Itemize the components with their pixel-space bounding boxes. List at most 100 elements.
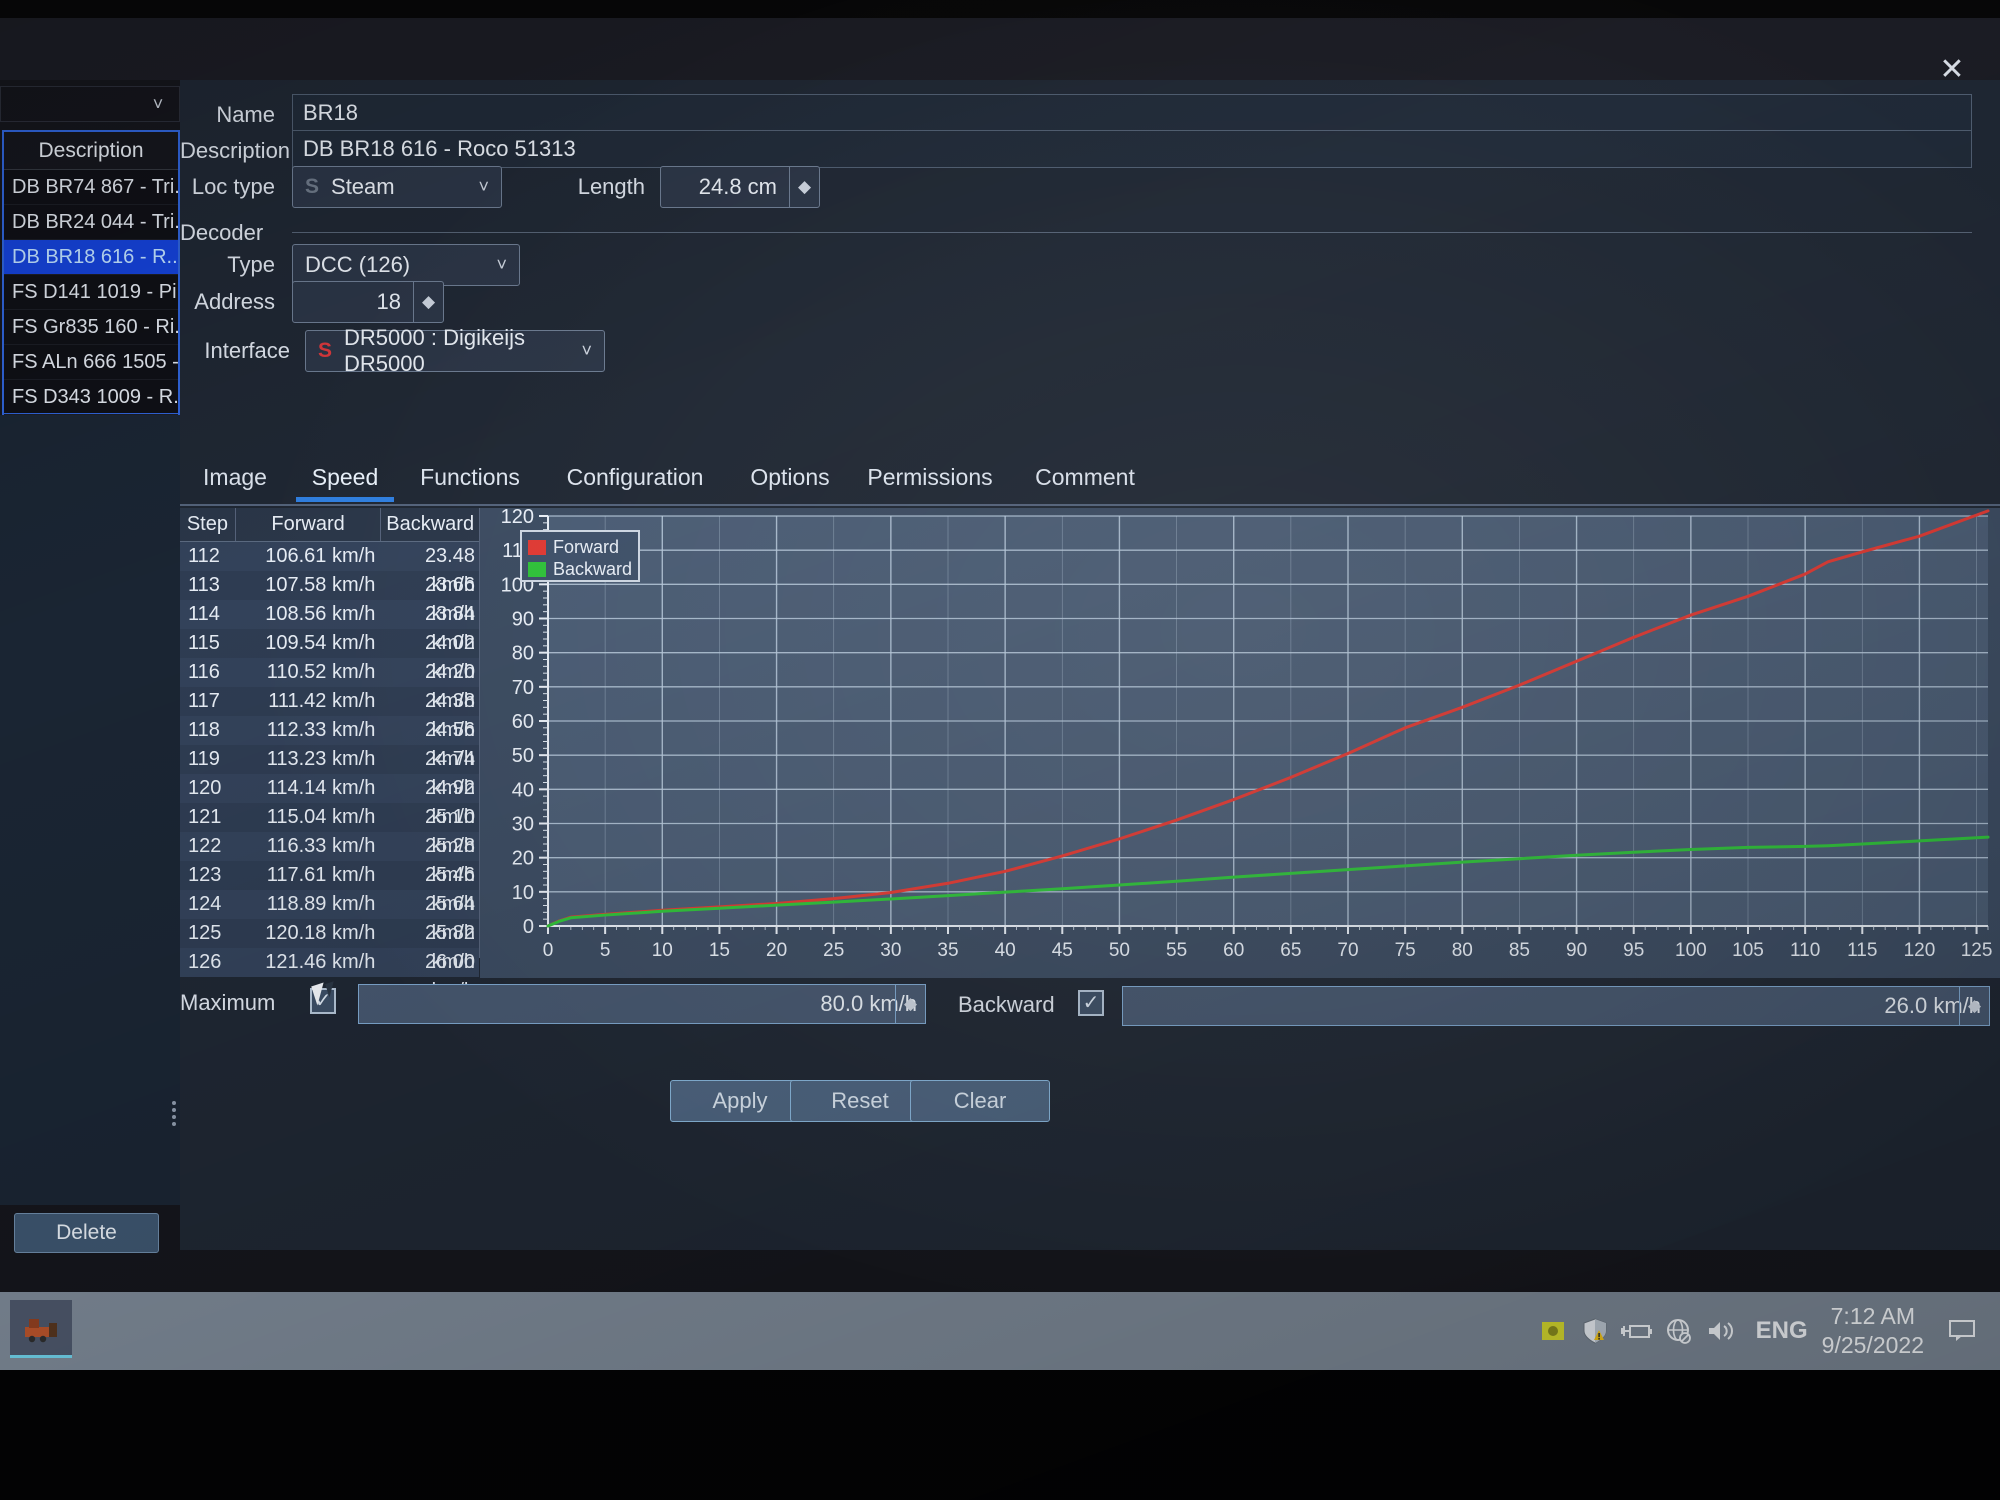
table-row[interactable]: 122 116.33 km/h 25.28 km/h <box>180 832 479 886</box>
table-cell: 106.61 km/h <box>265 545 376 567</box>
svg-text:50: 50 <box>512 745 534 767</box>
legend-label-forward: Forward <box>553 536 620 557</box>
chevron-down-icon[interactable]: ˅ <box>152 94 164 114</box>
decoder-type-select[interactable]: DCC (126) ˅ <box>292 244 520 286</box>
chevron-down-icon[interactable]: ˅ <box>496 254 507 275</box>
table-row[interactable]: 120 114.14 km/h 24.92 km/h <box>180 774 479 828</box>
loco-list-item[interactable]: DB BR74 867 - Tri... <box>4 170 178 205</box>
apply-button[interactable]: Apply <box>670 1080 810 1122</box>
table-row[interactable]: 126 121.46 km/h 26.00 km/h <box>180 948 479 1002</box>
shield-warning-icon[interactable] <box>1574 1292 1616 1370</box>
table-row[interactable]: 113 107.58 km/h 23.66 km/h <box>180 571 479 625</box>
name-input[interactable]: BR18 <box>292 94 1972 132</box>
tab-options[interactable]: Options <box>750 464 830 490</box>
tab-comment[interactable]: Comment <box>1035 464 1135 490</box>
loco-list-item[interactable]: FS D141 1019 - Pi... <box>4 275 178 310</box>
tab-configuration[interactable]: Configuration <box>566 464 704 490</box>
svg-text:90: 90 <box>1566 940 1587 961</box>
table-cell: 25.64 km/h <box>424 893 475 944</box>
table-cell: 115.04 km/h <box>266 806 376 828</box>
network-blocked-icon[interactable] <box>1658 1292 1700 1370</box>
table-cell: 25.82 km/h <box>424 922 475 973</box>
taskbar-app-locomotive[interactable] <box>10 1300 72 1358</box>
table-cell: 107.58 km/h <box>265 574 376 596</box>
language-indicator[interactable]: ENG <box>1755 1317 1808 1344</box>
speech-bubble-icon[interactable] <box>1942 1292 1982 1370</box>
column-header-forward[interactable]: Forward <box>236 508 382 541</box>
svg-text:120: 120 <box>501 508 534 528</box>
svg-text:115: 115 <box>1847 940 1877 961</box>
maximum-stepper[interactable]: ◆ <box>895 985 925 1023</box>
system-tray[interactable]: ENG 7:12 AM 9/25/2022 <box>1532 1292 1982 1370</box>
loc-type-select[interactable]: S Steam ˅ <box>292 166 502 208</box>
svg-text:80: 80 <box>512 643 534 665</box>
loco-list-panel[interactable]: Description DB BR74 867 - Tri... DB BR24 … <box>2 130 180 415</box>
table-row[interactable]: 117 111.42 km/h 24.38 km/h <box>180 687 479 741</box>
maximum-slider-input[interactable]: 80.0 km/h ◆ <box>358 984 926 1024</box>
chart-canvas: 0 10 20 30 40 50 60 70 80 90 100 110 120 0 5 10 15 20 25 30… <box>501 506 1993 961</box>
table-row[interactable]: 121 115.04 km/h 25.10 km/h <box>180 803 479 857</box>
maximum-label: Maximum <box>180 990 276 1015</box>
loco-list-item[interactable]: FS ALn 666 1505 -... <box>4 345 178 380</box>
svg-text:55: 55 <box>1166 940 1187 961</box>
description-input[interactable]: DB BR18 616 - Roco 51313 <box>292 130 1972 168</box>
tab-image[interactable]: Image <box>203 464 267 490</box>
backward-stepper[interactable]: ◆ <box>1959 987 1989 1025</box>
table-row[interactable]: 123 117.61 km/h 25.46 km/h <box>180 861 479 915</box>
table-splitter-handle[interactable] <box>168 1098 180 1138</box>
legend-item-backward: Backward <box>528 558 632 580</box>
address-input[interactable]: 18 ◆ <box>292 281 444 323</box>
clear-button[interactable]: Clear <box>910 1080 1050 1122</box>
loco-list-item[interactable]: FS Gr835 160 - Ri... <box>4 310 178 345</box>
tab-speed[interactable]: Speed <box>290 454 400 502</box>
svg-text:95: 95 <box>1623 940 1644 961</box>
taskbar[interactable]: ENG 7:12 AM 9/25/2022 <box>0 1292 2000 1370</box>
table-row[interactable]: 114 108.56 km/h 23.84 km/h <box>180 600 479 654</box>
column-header-backward[interactable]: Backward <box>386 513 475 535</box>
name-label: Name <box>216 102 275 127</box>
loco-list-item[interactable]: FS D343 1009 - R... <box>4 380 178 415</box>
legend-label-backward: Backward <box>552 558 632 579</box>
backward-checkbox[interactable]: ✓ <box>1078 990 1104 1016</box>
speed-curve-chart[interactable]: 0 10 20 30 40 50 60 70 80 90 100 110 120 0 5 10 15 20 25 30… <box>480 506 2000 978</box>
delete-button[interactable]: Delete <box>14 1213 159 1253</box>
loco-list-combo[interactable]: ˅ <box>0 86 180 122</box>
table-row[interactable]: 112 106.61 km/h 23.48 km/h <box>180 542 479 596</box>
table-row[interactable]: 125 120.18 km/h 25.82 km/h <box>180 919 479 973</box>
table-row[interactable]: 124 118.89 km/h 25.64 km/h <box>180 890 479 944</box>
loco-list-item[interactable]: DB BR18 616 - R... <box>4 240 178 275</box>
length-stepper[interactable]: ◆ <box>789 167 819 207</box>
column-header-step[interactable]: Step <box>180 508 236 541</box>
length-input[interactable]: 24.8 cm ◆ <box>660 166 820 208</box>
svg-text:60: 60 <box>1223 940 1244 961</box>
tab-functions[interactable]: Functions <box>420 464 520 490</box>
table-row[interactable]: 115 109.54 km/h 24.02 km/h <box>180 629 479 683</box>
reset-button[interactable]: Reset <box>790 1080 930 1122</box>
backward-slider-input[interactable]: 26.0 km/h ◆ <box>1122 986 1990 1026</box>
chevron-down-icon[interactable]: ˅ <box>478 176 489 197</box>
tab-bar[interactable]: Image Speed Functions Configuration Options P… <box>180 454 2000 506</box>
speed-table[interactable]: Step Forward Backward 112 106.61 km/h 23.4… <box>172 508 480 1126</box>
tab-permissions[interactable]: Permissions <box>867 464 993 490</box>
svg-text:40: 40 <box>512 779 534 801</box>
loco-list-item[interactable]: DB BR24 044 - Tri... <box>4 205 178 240</box>
speaker-icon[interactable] <box>1700 1292 1742 1370</box>
interface-select[interactable]: S DR5000 : Digikeijs DR5000 ˅ <box>305 325 605 376</box>
table-row[interactable]: 118 112.33 km/h 24.56 km/h <box>180 716 479 770</box>
chevron-down-icon[interactable]: ˅ <box>581 340 592 361</box>
address-stepper[interactable]: ◆ <box>413 282 443 322</box>
table-row[interactable]: 116 110.52 km/h 24.20 km/h <box>180 658 479 712</box>
legend-swatch-forward <box>528 539 546 555</box>
battery-plug-icon[interactable] <box>1616 1292 1658 1370</box>
svg-text:30: 30 <box>880 940 901 961</box>
svg-text:30: 30 <box>512 814 534 836</box>
gear-yellow-icon[interactable] <box>1532 1292 1574 1370</box>
clock-time: 7:12 AM <box>1830 1303 1916 1330</box>
monitor-bezel-top <box>0 0 2000 18</box>
svg-text:120: 120 <box>1904 940 1936 961</box>
table-cell: 23.66 km/h <box>424 574 475 625</box>
table-cell: 121 <box>188 806 222 828</box>
taskbar-clock[interactable]: 7:12 AM 9/25/2022 <box>1822 1302 1924 1360</box>
table-cell: 24.74 km/h <box>424 748 475 799</box>
table-row[interactable]: 119 113.23 km/h 24.74 km/h <box>180 745 479 799</box>
